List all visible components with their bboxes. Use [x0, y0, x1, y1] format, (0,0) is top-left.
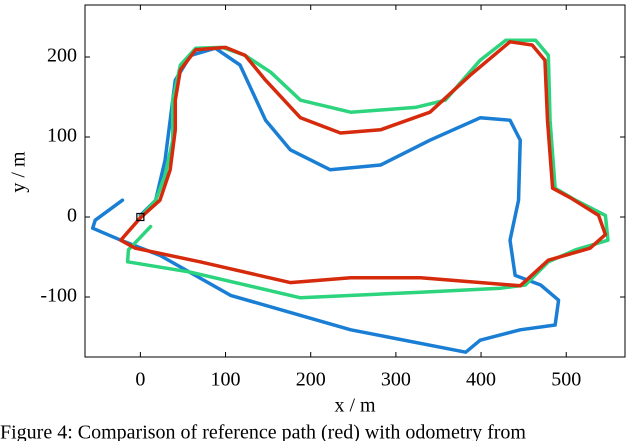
y-tick-label: 0 [67, 205, 77, 227]
x-tick-label: 200 [296, 369, 326, 391]
x-axis-label: x / m [334, 395, 376, 417]
y-tick-label: -100 [40, 285, 77, 307]
trajectory-line [119, 40, 608, 288]
caption: Figure 4: Comparison of reference path (… [0, 422, 526, 441]
y-tick-label: 100 [47, 125, 77, 147]
trajectory-line [125, 38, 610, 300]
y-axis-label: y / m [8, 151, 30, 193]
x-tick-label: 500 [551, 369, 581, 391]
plot-frame [84, 4, 626, 358]
x-tick-label: 0 [135, 369, 145, 391]
trajectory-line [90, 46, 561, 354]
x-tick-label: 400 [466, 369, 496, 391]
y-tick-label: 200 [47, 45, 77, 67]
x-tick-label: 300 [381, 369, 411, 391]
start-marker [136, 212, 145, 222]
x-tick-label: 100 [211, 369, 241, 391]
